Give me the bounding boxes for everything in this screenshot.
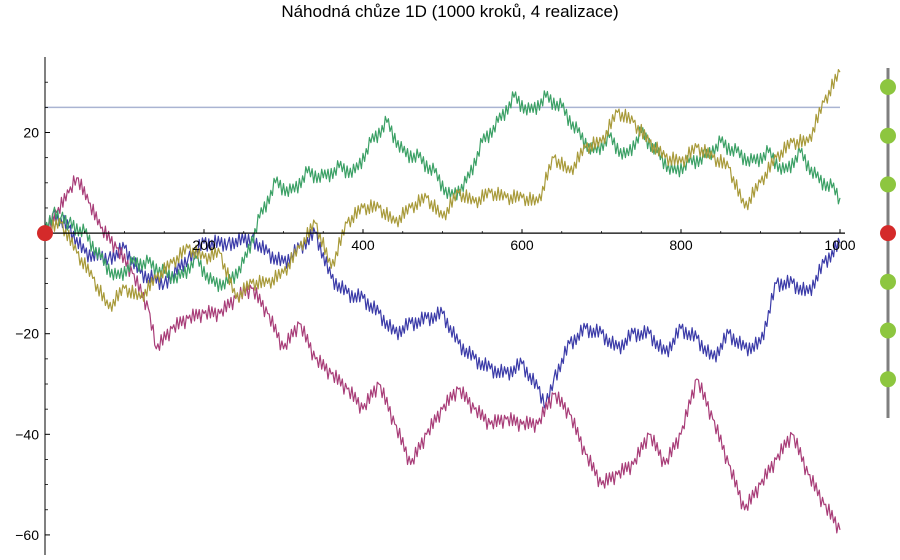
y-tick-label: −60 [15, 527, 39, 543]
series-line-3 [44, 90, 841, 293]
x-tick-label: 400 [351, 237, 375, 253]
y-tick-label: 20 [23, 125, 39, 141]
x-tick-label: 600 [510, 237, 534, 253]
chart-title: Náhodná chůze 1D (1000 kroků, 4 realizac… [281, 2, 619, 21]
series-line-1 [44, 208, 841, 409]
x-tick-label: 1000 [824, 237, 855, 253]
series-line-2 [44, 175, 841, 534]
slider-dot[interactable] [880, 176, 896, 193]
y-tick-label: −40 [15, 426, 39, 442]
slider-dot[interactable] [880, 273, 896, 290]
series-line-4 [44, 69, 841, 312]
slider-dot[interactable] [880, 79, 896, 96]
slider-dot[interactable] [880, 371, 896, 388]
start-marker [37, 225, 53, 242]
slider-dot[interactable] [880, 127, 896, 144]
x-tick-label: 800 [669, 237, 693, 253]
y-tick-label: −20 [15, 326, 39, 342]
x-tick-label: 200 [192, 237, 216, 253]
slider-dot-active[interactable] [880, 225, 896, 242]
slider-dot[interactable] [880, 322, 896, 339]
